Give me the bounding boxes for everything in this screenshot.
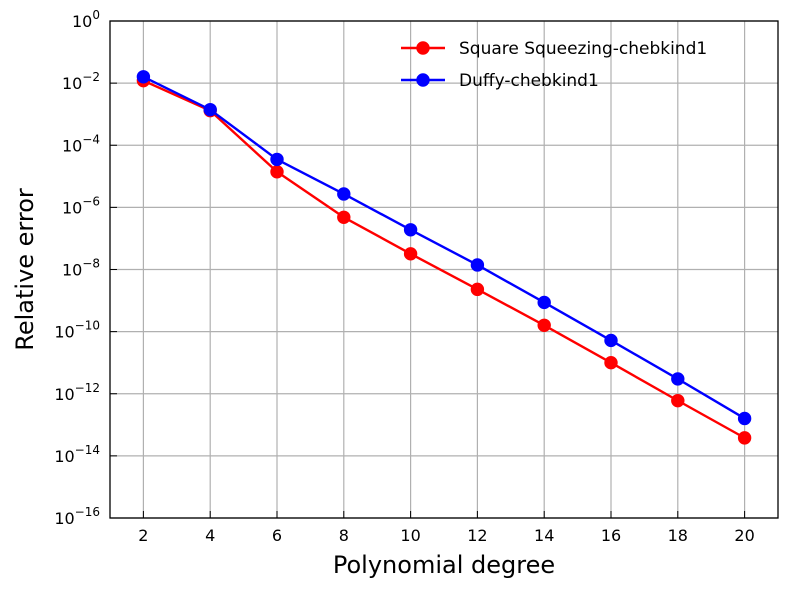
legend-label: Square Squeezing-chebkind1 xyxy=(459,39,707,59)
axis-ticks xyxy=(110,20,746,519)
y-tick-exponent: 0 xyxy=(92,8,100,22)
y-tick-base: 10 xyxy=(54,509,74,528)
legend: Square Squeezing-chebkind1 Duffy-chebkind… xyxy=(401,39,707,91)
data-point xyxy=(671,372,685,386)
x-tick-label: 14 xyxy=(534,526,554,545)
data-point xyxy=(403,223,418,237)
y-tick-label: 10−6 xyxy=(62,194,100,217)
y-tick-label: 10−12 xyxy=(54,381,100,404)
y-tick-exponent: −16 xyxy=(75,505,100,519)
y-tick-exponent: −12 xyxy=(75,381,100,395)
y-tick-label: 10−2 xyxy=(62,70,100,93)
data-point xyxy=(737,411,752,426)
data-point xyxy=(470,258,485,272)
y-tick-base: 10 xyxy=(62,74,82,93)
y-tick-exponent: −2 xyxy=(82,70,100,84)
y-tick-label: 100 xyxy=(72,8,100,31)
data-point xyxy=(337,210,351,224)
y-tick-base: 10 xyxy=(62,261,82,280)
x-axis-label: Polynomial degree xyxy=(333,551,555,579)
data-point xyxy=(604,355,618,370)
y-axis-label: Relative error xyxy=(11,188,39,351)
y-tick-exponent: −14 xyxy=(75,443,100,457)
x-tick-label: 10 xyxy=(400,526,420,545)
x-tick-label: 8 xyxy=(339,526,349,545)
x-tick-label: 20 xyxy=(734,526,754,545)
x-tick-label: 4 xyxy=(205,526,215,545)
data-point xyxy=(671,393,685,408)
data-point xyxy=(537,318,551,332)
series-line-0 xyxy=(142,79,746,439)
y-tick-label: 10−10 xyxy=(54,319,100,342)
data-point xyxy=(403,247,418,261)
y-tick-label: 10−16 xyxy=(54,505,100,528)
legend-marker xyxy=(416,73,430,87)
data-point xyxy=(337,187,351,201)
y-tick-base: 10 xyxy=(54,323,74,342)
data-point xyxy=(604,333,618,348)
tick-labels: 2 4 6 8 10 12 14 16 18 2010010−210−410−610−810−10… xyxy=(54,8,754,545)
data-point xyxy=(136,70,151,84)
y-tick-base: 10 xyxy=(62,136,82,155)
y-tick-base: 10 xyxy=(62,198,82,217)
legend-marker xyxy=(416,41,430,55)
y-tick-exponent: −10 xyxy=(75,319,100,333)
y-tick-base: 10 xyxy=(54,447,74,466)
x-tick-label: 18 xyxy=(668,526,688,545)
y-tick-label: 10−4 xyxy=(62,132,100,155)
y-tick-base: 10 xyxy=(72,12,92,31)
series-layer xyxy=(136,70,752,445)
y-tick-exponent: −6 xyxy=(82,194,100,208)
data-point xyxy=(537,295,551,310)
data-point xyxy=(470,282,485,297)
x-tick-label: 12 xyxy=(467,526,487,545)
y-tick-base: 10 xyxy=(54,385,74,404)
series-line-1 xyxy=(142,75,746,420)
legend-label: Duffy-chebkind1 xyxy=(459,71,599,91)
data-point xyxy=(270,152,284,167)
data-point xyxy=(203,102,217,117)
x-tick-label: 16 xyxy=(601,526,621,545)
y-tick-exponent: −4 xyxy=(82,132,100,146)
x-tick-label: 2 xyxy=(138,526,148,545)
data-point xyxy=(270,165,284,179)
y-tick-label: 10−14 xyxy=(54,443,100,466)
data-point xyxy=(737,431,752,445)
y-tick-exponent: −8 xyxy=(82,257,100,271)
x-tick-label: 6 xyxy=(272,526,282,545)
y-tick-label: 10−8 xyxy=(62,257,100,280)
